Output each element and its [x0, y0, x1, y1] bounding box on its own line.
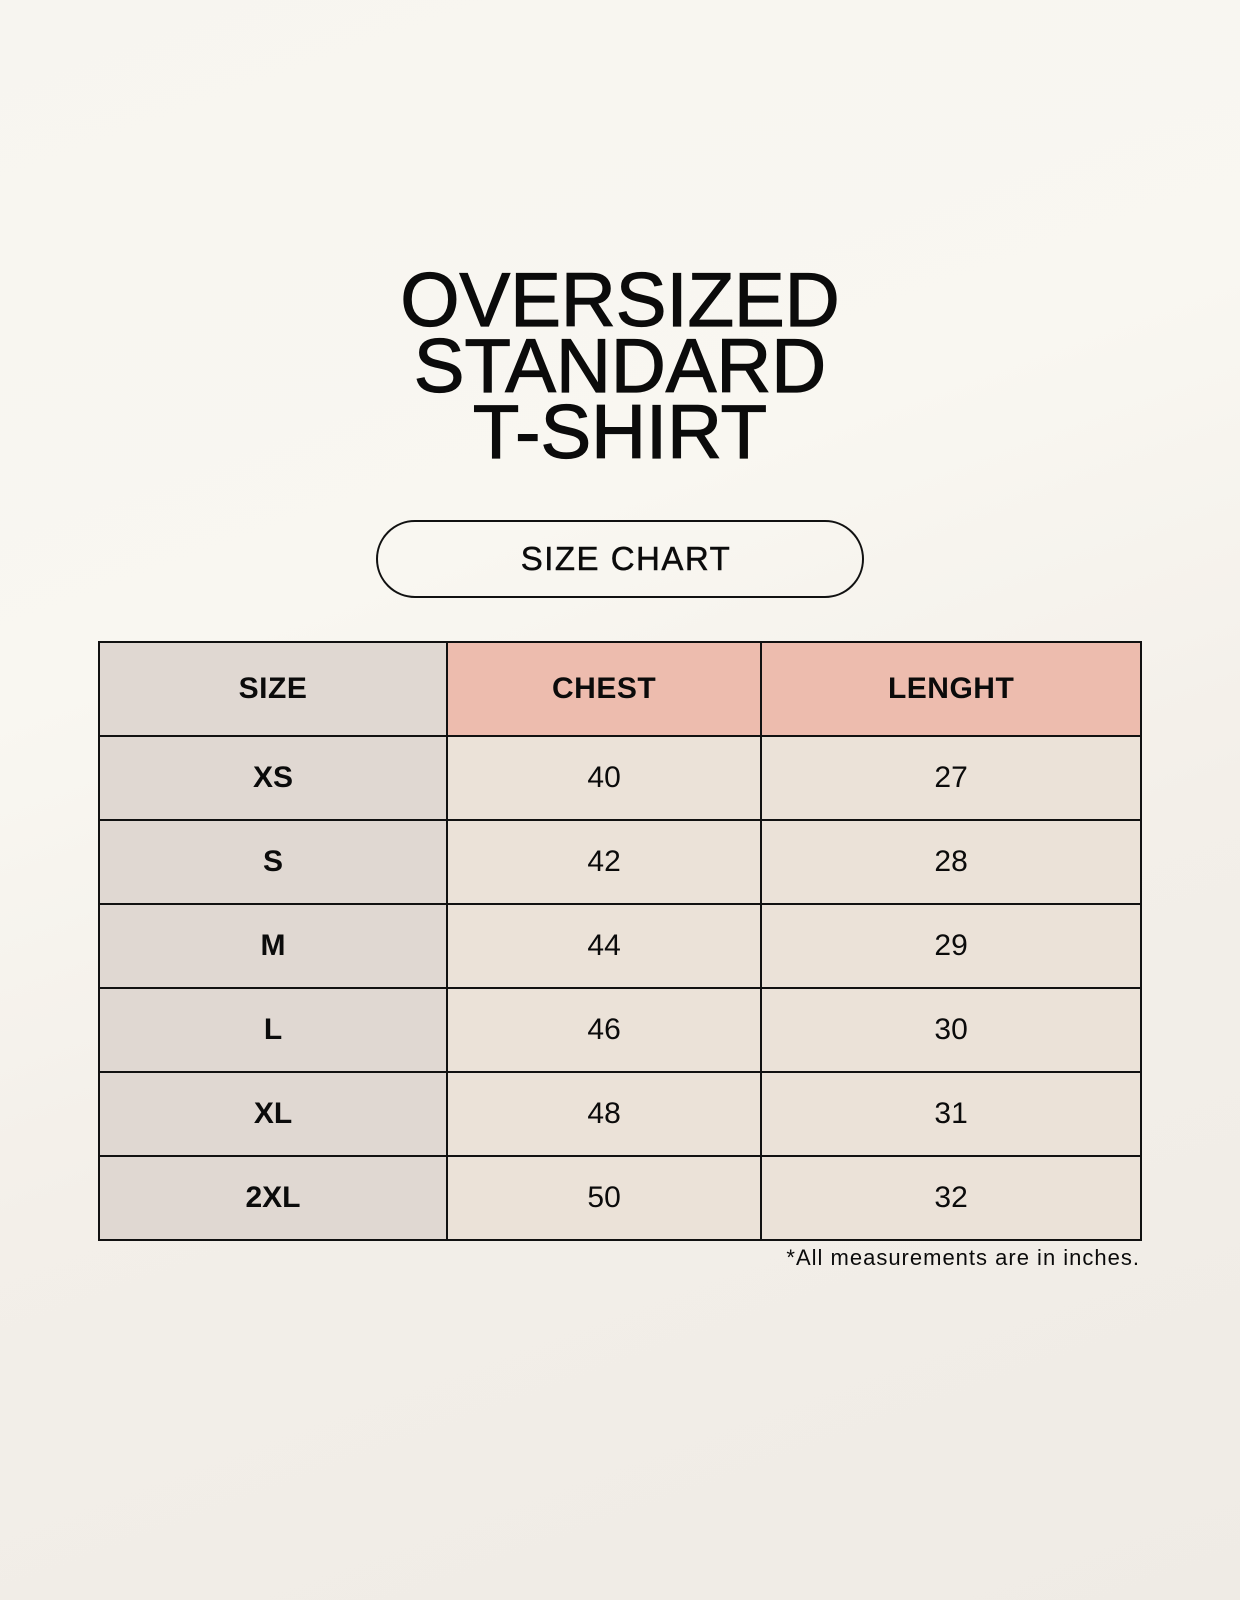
cell-chest: 42 — [445, 819, 763, 905]
table-row: S 42 28 — [98, 819, 1142, 905]
cell-chest: 50 — [445, 1155, 763, 1241]
cell-size: L — [98, 987, 448, 1073]
cell-chest: 40 — [445, 735, 763, 821]
table-header-row: SIZE CHEST LENGHT — [98, 641, 1142, 737]
page-title: OVERSIZED STANDARD T-SHIRT — [0, 258, 1240, 475]
cell-length: 27 — [760, 735, 1142, 821]
title-line: STANDARD — [413, 324, 827, 409]
table-row: M 44 29 — [98, 903, 1142, 989]
cell-chest: 44 — [445, 903, 763, 989]
header-chest: CHEST — [445, 641, 763, 737]
header-length: LENGHT — [760, 641, 1142, 737]
size-table: SIZE CHEST LENGHT XS 40 27 S 42 28 M 44 29 L 46 30 X… — [98, 641, 1142, 1241]
cell-size: XL — [98, 1071, 448, 1157]
cell-size: M — [98, 903, 448, 989]
cell-length: 31 — [760, 1071, 1142, 1157]
cell-size: XS — [98, 735, 448, 821]
table-row: L 46 30 — [98, 987, 1142, 1073]
cell-chest: 46 — [445, 987, 763, 1073]
cell-length: 29 — [760, 903, 1142, 989]
footnote: *All measurements are in inches. — [786, 1245, 1140, 1270]
cell-length: 28 — [760, 819, 1142, 905]
cell-size: 2XL — [98, 1155, 448, 1241]
header-size: SIZE — [98, 641, 448, 737]
cell-length: 32 — [760, 1155, 1142, 1241]
title-line: T-SHIRT — [472, 390, 768, 475]
cell-chest: 48 — [445, 1071, 763, 1157]
size-chart-label: SIZE CHART — [376, 520, 864, 598]
title-line: OVERSIZED — [400, 258, 840, 343]
table-row: XL 48 31 — [98, 1071, 1142, 1157]
table-row: XS 40 27 — [98, 735, 1142, 821]
cell-length: 30 — [760, 987, 1142, 1073]
cell-size: S — [98, 819, 448, 905]
table-row: 2XL 50 32 — [98, 1155, 1142, 1241]
